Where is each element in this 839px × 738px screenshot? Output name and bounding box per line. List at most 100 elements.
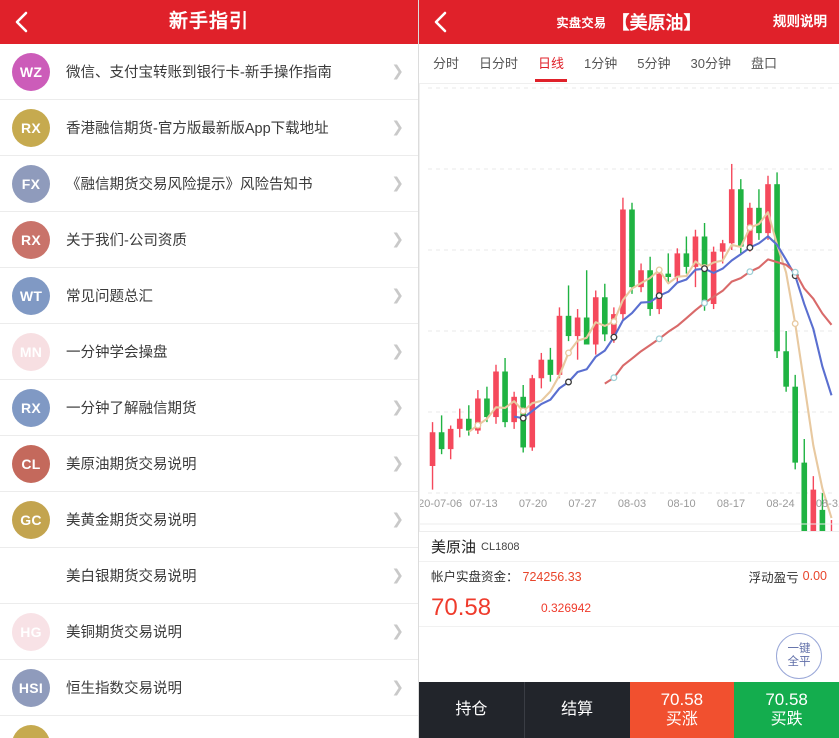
list-item[interactable]: HSI 恒生指数交易说明 ❯	[0, 660, 418, 716]
chevron-right-icon: ❯	[391, 455, 404, 472]
trade-title: 【美原油】	[611, 13, 702, 33]
list-item[interactable]: RX 香港融信期货-官方版最新版App下载地址 ❯	[0, 100, 418, 156]
list-item[interactable]: MN 一分钟学会操盘 ❯	[0, 324, 418, 380]
avatar: HSI	[12, 668, 50, 707]
candle-body	[574, 317, 581, 337]
trade-header: 实盘交易 【美原油】 规则说明	[419, 0, 839, 44]
ma-marker	[519, 407, 527, 415]
ma-marker	[519, 414, 527, 422]
tab-日分时[interactable]: 日分时	[479, 55, 519, 71]
ma-marker	[701, 299, 708, 307]
chevron-right-icon: ❯	[391, 175, 404, 192]
chevron-right-icon: ❯	[391, 287, 404, 304]
list-item-label: 一分钟学会操盘	[66, 345, 168, 361]
candle-body	[819, 509, 826, 531]
trade-action-bar: 持仓 结算 70.58 买涨 70.58 买跌	[419, 682, 839, 738]
candle-body	[810, 489, 817, 531]
bar-button-持仓[interactable]: 持仓	[419, 682, 524, 738]
list-item[interactable]: WZ 微信、支付宝转账到银行卡-新手操作指南 ❯	[0, 44, 418, 100]
candle-body	[692, 236, 699, 267]
candle-body	[737, 189, 744, 247]
candle-body	[665, 273, 672, 277]
chart-period-tabs: 分时 日分时 日线 1分钟 5分钟 30分钟 盘口	[419, 44, 839, 84]
chevron-right-icon: ❯	[391, 119, 404, 136]
action-label: 买涨	[665, 711, 698, 728]
buy-down-button[interactable]: 70.58 买跌	[734, 682, 839, 738]
back-button-left[interactable]	[0, 0, 44, 44]
list-item-label: 常见问题总汇	[66, 289, 153, 305]
ma-marker	[701, 265, 708, 273]
x-axis-label: 08-17	[717, 498, 745, 510]
tab-盘口[interactable]: 盘口	[750, 55, 777, 71]
candle-body	[538, 359, 545, 379]
list-item-label: 微信、支付宝转账到银行卡-新手操作指南	[66, 65, 332, 81]
x-axis-label: 07-27	[568, 498, 596, 510]
list-item-label: 关于我们-公司资质	[66, 233, 187, 249]
candle-body	[547, 359, 554, 375]
list-item[interactable]	[0, 716, 418, 738]
candle-body	[620, 209, 626, 315]
x-axis-label: 07-13	[469, 498, 497, 510]
list-item[interactable]: SL 美白银期货交易说明 ❯	[0, 548, 418, 604]
tab-日线[interactable]: 日线	[535, 44, 568, 84]
ma-marker	[791, 268, 799, 276]
tab-30分钟[interactable]: 30分钟	[690, 55, 731, 71]
candle-body	[447, 428, 454, 450]
pnl-group: 浮动盈亏 0.00	[749, 567, 827, 586]
list-item[interactable]: FX 《融信期货交易风险提示》风险告知书 ❯	[0, 156, 418, 212]
candle-body	[465, 418, 472, 431]
list-item-label: 美铜期货交易说明	[66, 625, 182, 641]
candle-body	[493, 371, 499, 418]
action-label: 持仓	[455, 701, 488, 718]
avatar: SL	[21, 567, 41, 584]
close-all-button[interactable]: 一键 全平	[776, 633, 822, 679]
ma-marker	[565, 378, 572, 386]
chevron-right-icon: ❯	[391, 343, 404, 360]
ma-marker	[746, 268, 754, 276]
candle-body	[638, 270, 644, 288]
guide-header: 新手指引	[0, 0, 418, 44]
list-item[interactable]: WT 常见问题总汇 ❯	[0, 268, 418, 324]
tab-5分钟[interactable]: 5分钟	[637, 55, 671, 71]
back-button-right[interactable]	[419, 0, 463, 44]
guide-list: WZ 微信、支付宝转账到银行卡-新手操作指南 ❯ RX 香港融信期货-官方版最新版App…	[0, 44, 418, 738]
chevron-right-icon: ❯	[391, 567, 404, 584]
buy-up-button[interactable]: 70.58 买涨	[629, 682, 735, 738]
candle-body	[801, 462, 808, 531]
ma-marker	[655, 292, 663, 300]
x-axis-label: 2020-07-06	[420, 498, 462, 510]
action-price: 70.58	[660, 690, 704, 709]
avatar: CL	[12, 444, 50, 483]
candle-body	[520, 396, 527, 448]
avatar: WT	[12, 276, 50, 315]
x-axis-label: 08-03	[618, 498, 646, 510]
close-all-line2: 全平	[787, 656, 811, 668]
flat-button-area: 一键 全平	[419, 626, 839, 682]
instrument-name: 美原油	[431, 539, 477, 556]
list-item[interactable]: GC 美黄金期货交易说明 ❯	[0, 492, 418, 548]
candle-body	[656, 273, 663, 310]
tab-分时[interactable]: 分时	[433, 55, 460, 71]
avatar: FX	[12, 164, 50, 203]
instrument-code: CL1808	[481, 540, 520, 553]
candlestick-chart[interactable]: 2020-07-06 07-13 07-20 07-27 08-03 08-10 08-17…	[419, 84, 839, 531]
candle-body	[765, 184, 771, 234]
list-item[interactable]: RX 关于我们-公司资质 ❯	[0, 212, 418, 268]
candle-body	[438, 432, 445, 450]
trade-subtitle: 实盘交易	[556, 15, 607, 30]
rules-link[interactable]: 规则说明	[773, 14, 827, 29]
pnl-value: 0.00	[802, 569, 827, 583]
list-item[interactable]: HG 美铜期货交易说明 ❯	[0, 604, 418, 660]
list-item[interactable]: CL 美原油期货交易说明 ❯	[0, 436, 418, 492]
list-item-label: 美黄金期货交易说明	[66, 513, 197, 529]
candle-body	[484, 398, 490, 418]
tab-1分钟[interactable]: 1分钟	[584, 55, 618, 71]
candle-body	[529, 378, 536, 448]
list-item-label: 《融信期货交易风险提示》风险告知书	[66, 177, 313, 193]
list-item[interactable]: RX 一分钟了解融信期货 ❯	[0, 380, 418, 436]
bar-button-结算[interactable]: 结算	[523, 682, 630, 738]
list-item-label: 美原油期货交易说明	[66, 457, 197, 473]
avatar	[12, 724, 50, 738]
chevron-right-icon: ❯	[391, 63, 404, 80]
